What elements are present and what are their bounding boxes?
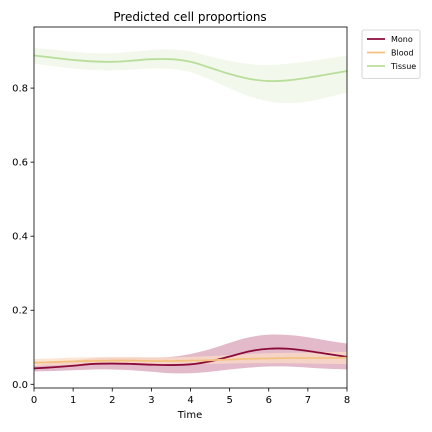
- x-tick-label: 6: [266, 395, 272, 406]
- y-axis: 0.0 0.2 0.4 0.6 0.8: [12, 84, 34, 391]
- confidence-band-blood: [34, 351, 347, 367]
- y-tick-label: 0.4: [12, 232, 28, 243]
- legend: Mono Blood Tissue: [361, 29, 421, 79]
- series-line-mono: [33, 347, 348, 370]
- x-tick-label: 1: [70, 395, 76, 406]
- x-tick-label: 0: [31, 395, 37, 406]
- x-tick-label: 5: [226, 395, 232, 406]
- y-tick-label: 0.6: [12, 158, 28, 169]
- x-tick-label: 3: [148, 395, 154, 406]
- x-tick-label: 8: [344, 395, 350, 406]
- x-tick-label: 4: [187, 395, 193, 406]
- series-lines: [33, 54, 348, 370]
- legend-label-mono: Mono: [391, 35, 413, 44]
- legend-label-blood: Blood: [391, 49, 414, 58]
- series-line-blood: [33, 356, 348, 364]
- x-axis: 0 1 2 3 4 5 6 7 8: [31, 388, 350, 406]
- y-tick-label: 0.0: [12, 380, 28, 391]
- legend-label-tissue: Tissue: [390, 62, 416, 71]
- x-tick-label: 7: [305, 395, 311, 406]
- y-tick-label: 0.8: [12, 84, 28, 95]
- x-tick-label: 2: [109, 395, 115, 406]
- x-axis-label: Time: [177, 410, 202, 421]
- y-tick-label: 0.2: [12, 306, 28, 317]
- series-line-tissue: [33, 54, 348, 83]
- chart-title: Predicted cell proportions: [113, 10, 266, 24]
